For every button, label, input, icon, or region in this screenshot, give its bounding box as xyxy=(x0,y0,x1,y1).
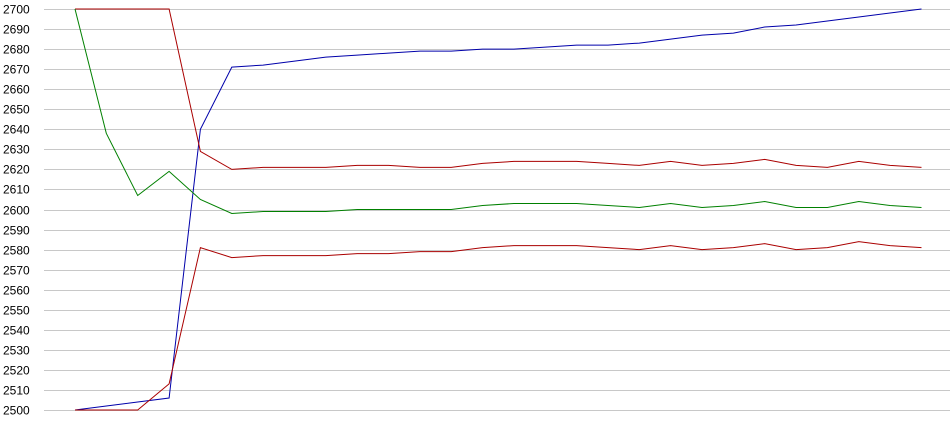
y-tick-label: 2520 xyxy=(3,364,30,378)
y-tick-label: 2600 xyxy=(3,204,30,218)
y-tick-label: 2630 xyxy=(3,143,30,157)
series-line-4 xyxy=(75,241,922,411)
y-tick-label: 2680 xyxy=(3,43,30,57)
series-line-1 xyxy=(74,8,922,411)
y-tick-label: 2580 xyxy=(3,244,30,258)
y-tick-label: 2610 xyxy=(3,183,30,197)
y-tick-label: 2540 xyxy=(3,324,30,338)
y-tick-label: 2570 xyxy=(3,264,30,278)
y-axis-tick-labels: 2500 2510 2520 2530 2540 2550 2560 2570 2580 2590… xyxy=(3,3,30,418)
y-tick-label: 2530 xyxy=(3,344,30,358)
y-tick-label: 2590 xyxy=(3,224,30,238)
grid-lines xyxy=(44,9,950,411)
y-tick-label: 2650 xyxy=(3,103,30,117)
y-tick-label: 2560 xyxy=(3,284,30,298)
y-tick-label: 2700 xyxy=(3,3,30,17)
series-line-3 xyxy=(74,8,922,215)
y-tick-label: 2550 xyxy=(3,304,30,318)
series-line-2 xyxy=(75,8,922,170)
y-tick-label: 2510 xyxy=(3,384,30,398)
y-tick-label: 2660 xyxy=(3,83,30,97)
y-tick-label: 2670 xyxy=(3,63,30,77)
y-tick-label: 2620 xyxy=(3,163,30,177)
y-tick-label: 2500 xyxy=(3,404,30,418)
series-lines xyxy=(74,8,922,411)
y-tick-label: 2640 xyxy=(3,123,30,137)
y-tick-label: 2690 xyxy=(3,23,30,37)
